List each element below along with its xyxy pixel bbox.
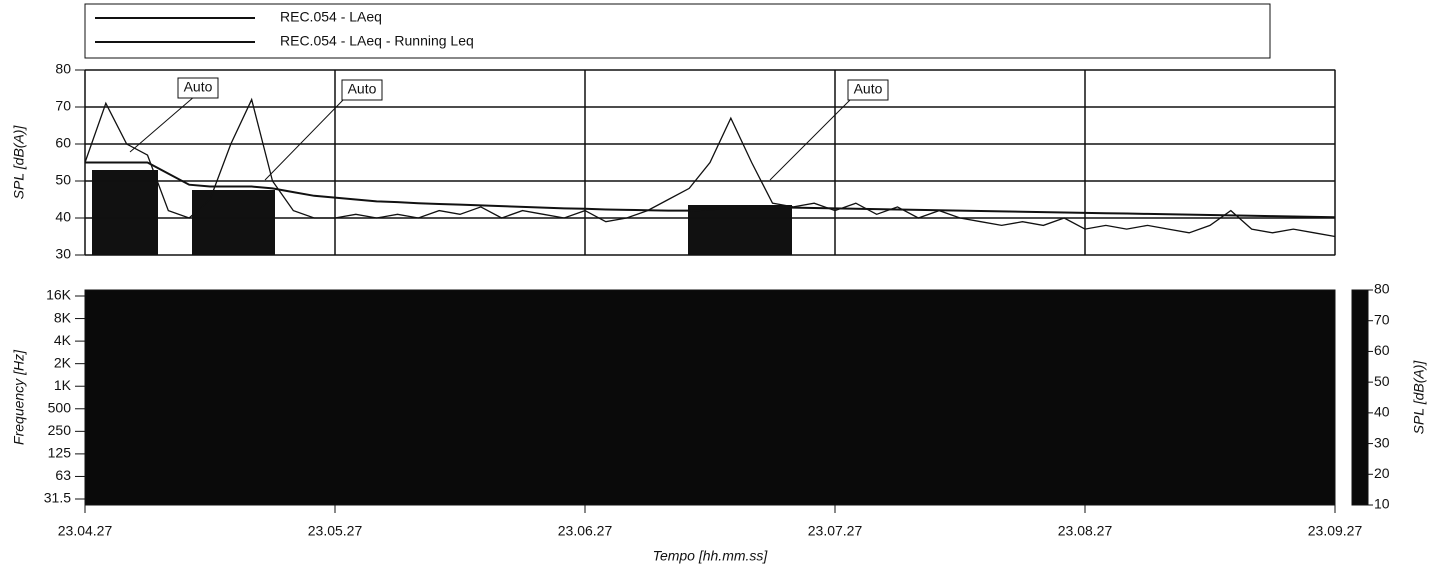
colorbar-tick-label: 70 bbox=[1374, 311, 1390, 327]
annotation-arrow bbox=[129, 95, 196, 153]
y-tick-label: 31.5 bbox=[44, 490, 71, 506]
annotation-box bbox=[847, 79, 889, 101]
y-axis-label: SPL [dB(A)] bbox=[11, 125, 27, 200]
annotation: Auto bbox=[348, 81, 377, 97]
event-block bbox=[192, 190, 275, 255]
annotations: Auto Auto Auto bbox=[129, 77, 889, 181]
colorbar-label: SPL [dB(A)] bbox=[1411, 360, 1427, 435]
y-tick-label: 60 bbox=[55, 135, 71, 151]
x-tick-label: 23.04.27 bbox=[58, 523, 113, 539]
y-tick-label: 250 bbox=[48, 422, 72, 438]
annotation-box bbox=[341, 79, 383, 101]
y-tick-label: 50 bbox=[55, 172, 71, 188]
annotation-box bbox=[177, 77, 219, 99]
legend-label: REC.054 - LAeq bbox=[280, 9, 382, 25]
colorbar-tick-label: 50 bbox=[1374, 373, 1390, 389]
colorbar-tick-label: 10 bbox=[1374, 496, 1390, 512]
y-tick-label: 500 bbox=[48, 399, 72, 415]
y-tick-label: 8K bbox=[54, 309, 72, 325]
legend-label: REC.054 - LAeq - Running Leq bbox=[280, 33, 474, 49]
y-tick-label: 2K bbox=[54, 354, 72, 370]
x-tick-label: 23.05.27 bbox=[308, 523, 363, 539]
colorbar-tick-label: 30 bbox=[1374, 434, 1390, 450]
colorbar-tick-label: 80 bbox=[1374, 281, 1390, 297]
annotation-arrow bbox=[264, 97, 346, 181]
annotation: Auto bbox=[854, 81, 883, 97]
y-tick-label: 40 bbox=[55, 209, 71, 225]
colorbar-tick-label: 40 bbox=[1374, 404, 1390, 420]
y-tick-label: 4K bbox=[54, 332, 72, 348]
x-tick-label: 23.09.27 bbox=[1308, 523, 1363, 539]
colorbar bbox=[1351, 289, 1369, 506]
legend-box bbox=[84, 3, 1271, 59]
event-block bbox=[688, 205, 792, 255]
series-line bbox=[85, 161, 1336, 219]
x-axis-label: Tempo [hh.mm.ss] bbox=[653, 548, 769, 564]
series-line bbox=[84, 97, 1336, 238]
annotation: Auto bbox=[184, 79, 213, 95]
colorbar-tick-label: 60 bbox=[1374, 342, 1390, 358]
event-block bbox=[92, 170, 158, 255]
y-axis-label: Frequency [Hz] bbox=[11, 349, 27, 445]
x-tick-label: 23.07.27 bbox=[808, 523, 863, 539]
y-tick-label: 80 bbox=[55, 61, 71, 77]
x-tick-label: 23.06.27 bbox=[558, 523, 613, 539]
colorbar-tick-label: 20 bbox=[1374, 465, 1390, 481]
y-tick-label: 1K bbox=[54, 377, 72, 393]
annotation-arrow bbox=[769, 97, 853, 181]
y-tick-label: 63 bbox=[55, 467, 71, 483]
x-tick-label: 23.08.27 bbox=[1058, 523, 1113, 539]
y-tick-label: 125 bbox=[48, 445, 72, 461]
spectrogram-area bbox=[84, 289, 1336, 506]
y-tick-label: 70 bbox=[55, 98, 71, 114]
y-tick-label: 30 bbox=[55, 246, 71, 262]
y-tick-label: 16K bbox=[46, 287, 72, 303]
